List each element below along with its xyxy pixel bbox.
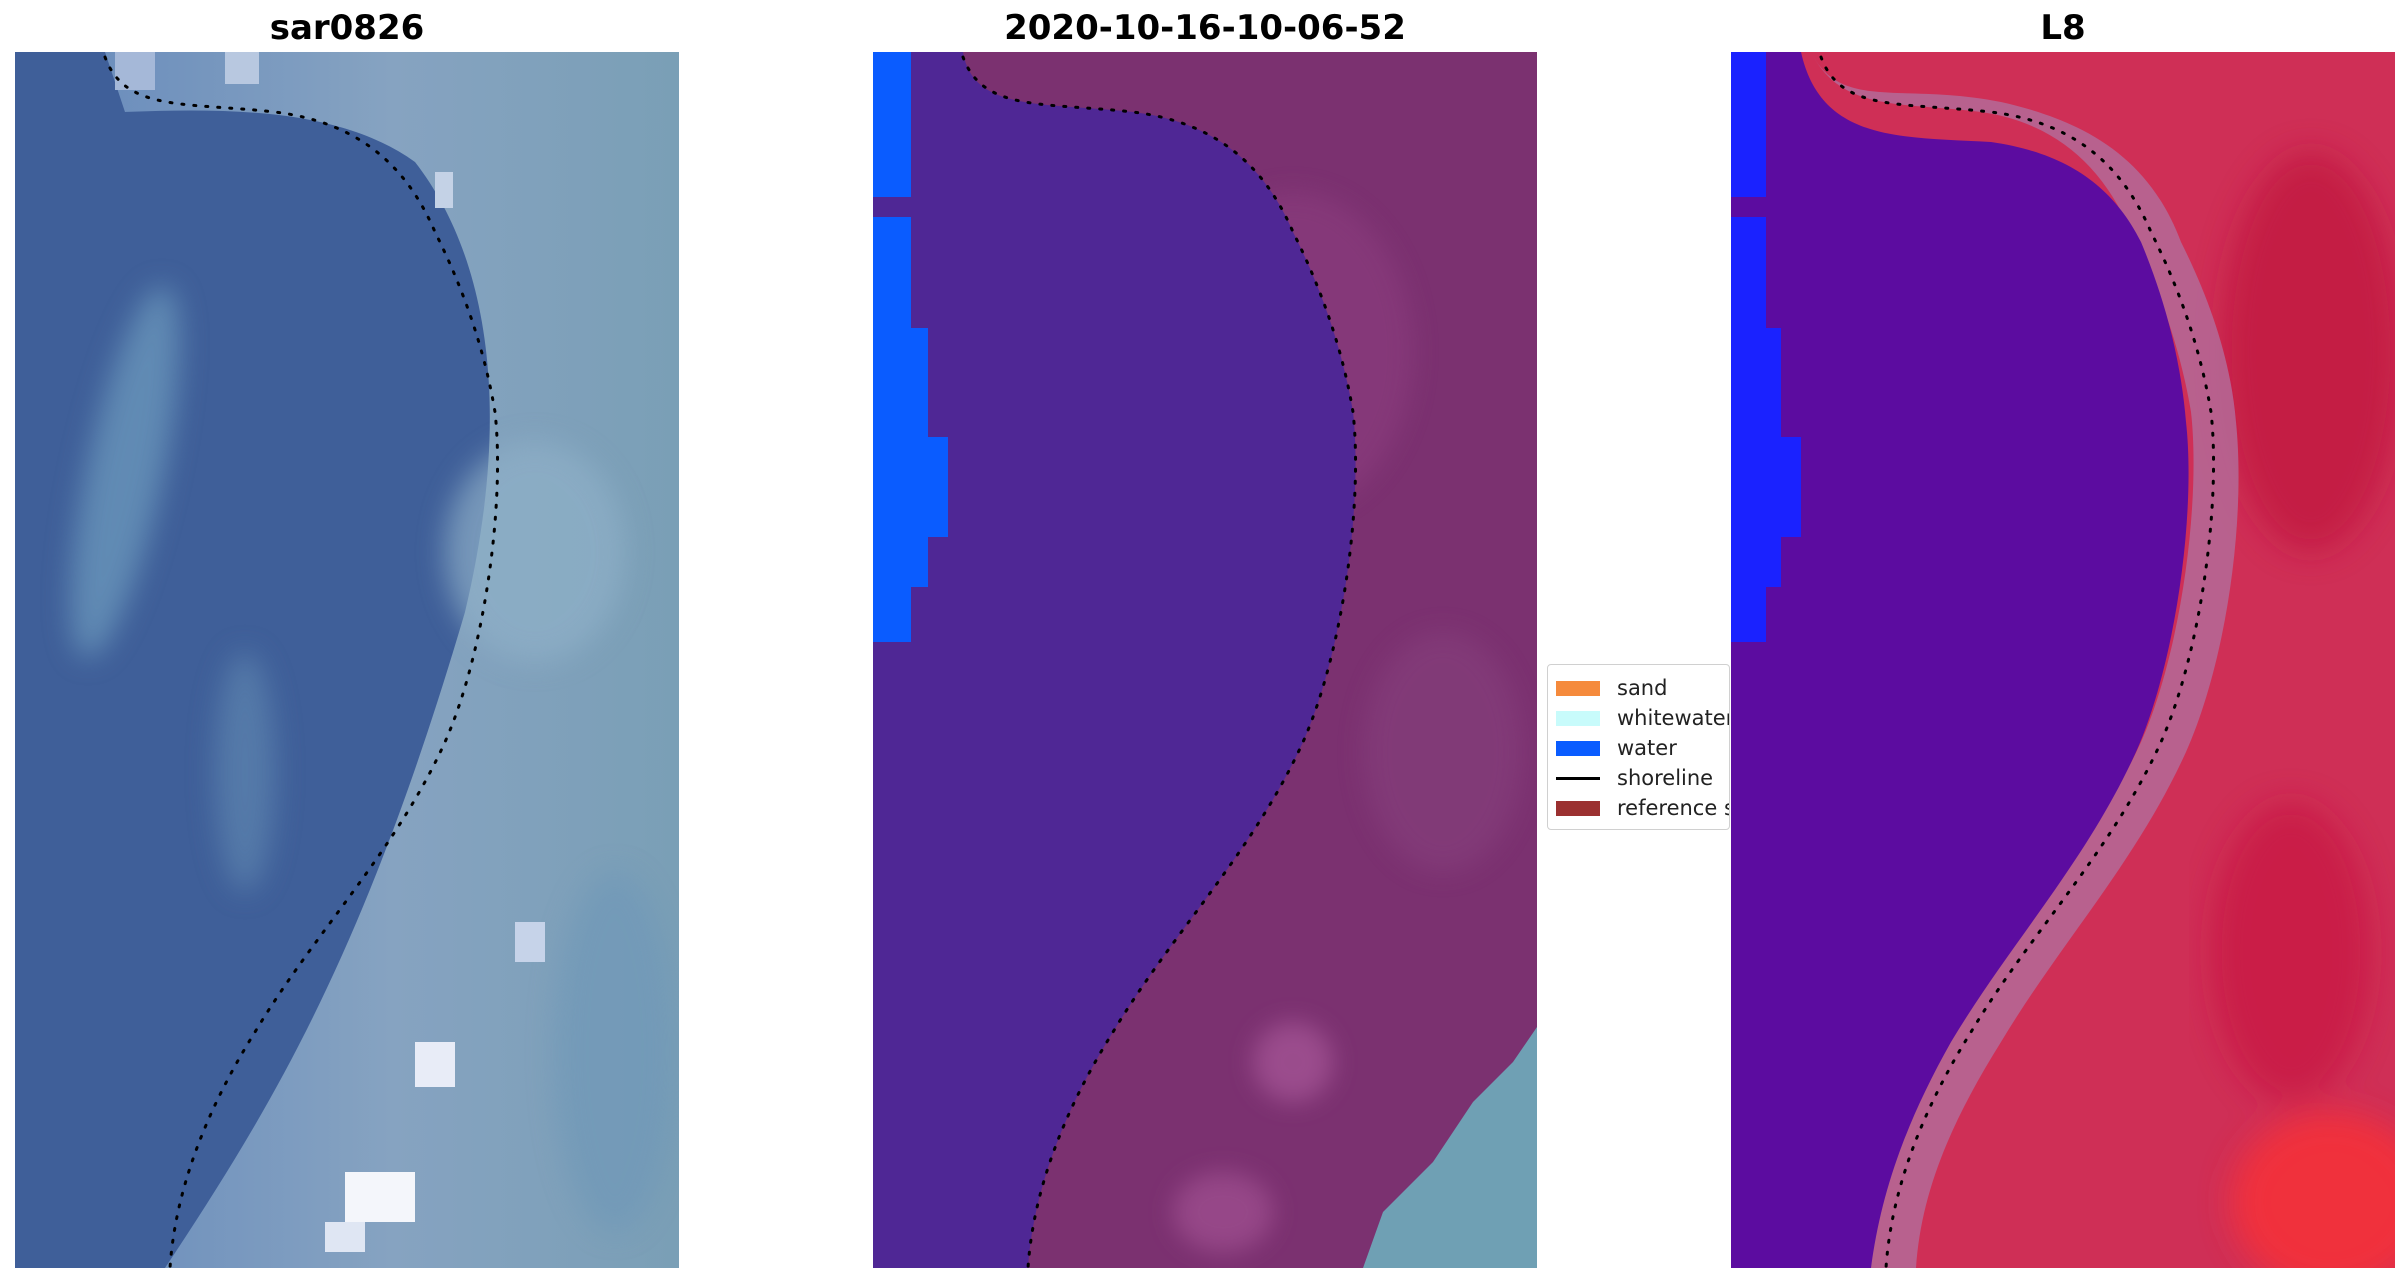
legend-label: water: [1617, 736, 1677, 760]
classified-image-panel: [873, 52, 1537, 1268]
reference-swatch: [1556, 800, 1600, 816]
legend-label: shoreline: [1617, 766, 1714, 790]
water-strip: [873, 52, 948, 642]
sar-image-panel: [15, 52, 679, 1268]
shoreline-line: [961, 55, 1358, 1268]
legend-label: whitewater: [1617, 706, 1730, 730]
water-class-region: [873, 52, 1356, 1268]
classified-image: [873, 52, 1537, 1268]
legend-item-shoreline: shoreline: [1556, 765, 1713, 791]
sar-image: [15, 52, 679, 1268]
legend-item-whitewater: whitewater: [1556, 705, 1730, 731]
shoreline-line: [103, 55, 500, 1268]
water-swatch: [1556, 740, 1600, 756]
panel-title-l8: L8: [2040, 8, 2086, 48]
l8-image: [1731, 52, 2395, 1268]
panel-title-classified: 2020-10-16-10-06-52: [1004, 8, 1406, 48]
l8-image-panel: [1731, 52, 2395, 1268]
panel-title-sar: sar0826: [269, 8, 425, 48]
legend: sand whitewater water shoreline referenc…: [1547, 664, 1730, 830]
legend-label: sand: [1617, 676, 1668, 700]
legend-item-reference: reference s: [1556, 795, 1730, 821]
shoreline-line: [1819, 55, 2216, 1268]
shoreline-swatch: [1556, 771, 1600, 786]
legend-label: reference s: [1617, 796, 1730, 820]
legend-item-sand: sand: [1556, 675, 1667, 701]
legend-item-water: water: [1556, 735, 1677, 761]
whitewater-swatch: [1556, 710, 1600, 726]
sand-swatch: [1556, 680, 1600, 696]
